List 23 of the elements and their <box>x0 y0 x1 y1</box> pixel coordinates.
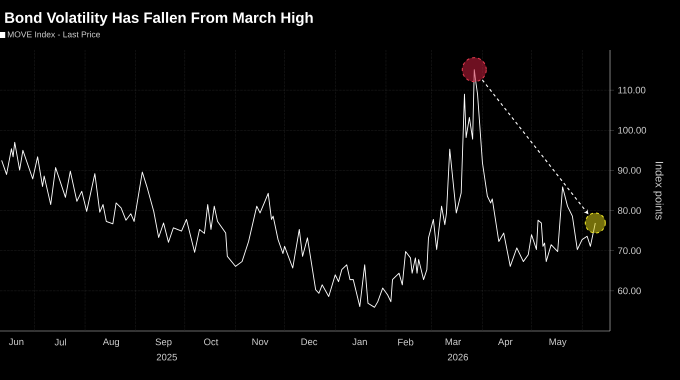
x-tick-label: Jan <box>352 338 367 346</box>
chart-title: Bond Volatility Has Fallen From March High <box>5 12 313 26</box>
x2-tick-label: 2025 <box>156 354 177 360</box>
y-tick-label: 80.00 <box>618 207 641 214</box>
x-tick-label: Oct <box>204 338 218 346</box>
x-tick-label: Mar <box>446 338 462 346</box>
y-tick-label: 60.00 <box>618 288 641 294</box>
x-tick-label: Sep <box>156 338 172 348</box>
x-tick-label: Jun <box>8 338 24 346</box>
x-tick-label: Dec <box>301 338 318 346</box>
x-tick-label: Aug <box>102 338 120 347</box>
x-tick-label: May <box>550 338 567 347</box>
y-tick-label: 100.00 <box>618 126 646 134</box>
y-tick-label: 90.00 <box>618 167 641 174</box>
y-tick-label: 70.00 <box>618 247 641 254</box>
y-tick-label: 110.00 <box>618 86 646 94</box>
legend-label: MOVE Index - Last Price <box>8 31 100 38</box>
x2-tick-label: 2026 <box>448 354 468 360</box>
x-tick-label: Nov <box>252 338 268 346</box>
x-tick-label: Feb <box>398 338 414 346</box>
x-tick-label: Jul <box>54 338 66 346</box>
y-axis-title: Index points <box>653 162 664 220</box>
x-tick-label: Apr <box>498 338 513 347</box>
